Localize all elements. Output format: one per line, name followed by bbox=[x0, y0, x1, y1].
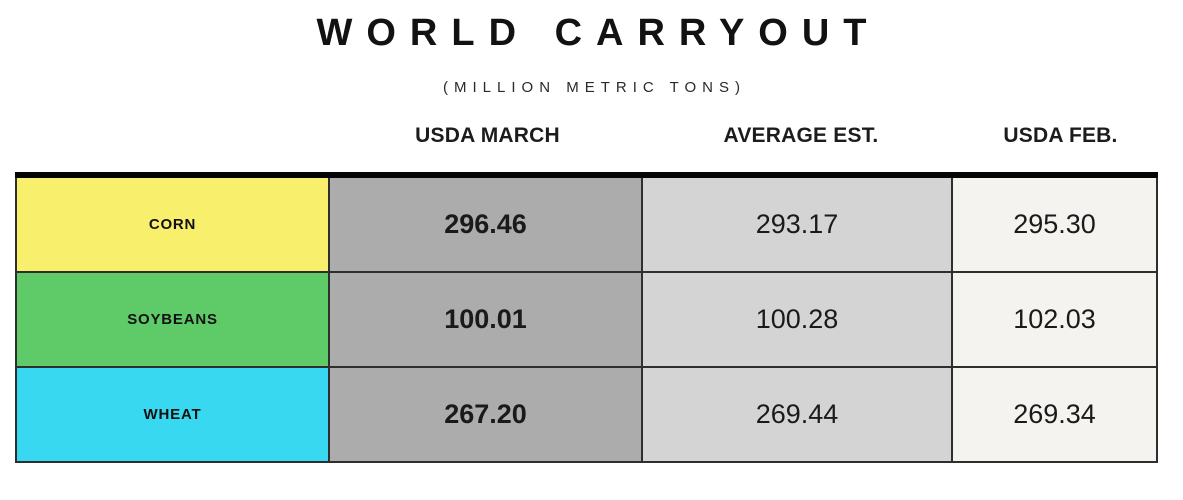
table-row-corn: CORN 296.46 293.17 295.30 bbox=[15, 174, 1158, 273]
value-cell-wheat-usda-march: 267.20 bbox=[328, 366, 643, 463]
column-header-usda-march: USDA MARCH bbox=[415, 124, 560, 147]
page-title: WORLD CARRYOUT bbox=[316, 12, 881, 54]
value-cell-corn-average-est: 293.17 bbox=[641, 174, 953, 273]
column-header-usda-feb: USDA FEB. bbox=[1003, 124, 1118, 147]
value-cell-wheat-usda-feb: 269.34 bbox=[951, 366, 1158, 463]
commodity-cell-wheat: WHEAT bbox=[15, 366, 330, 463]
value-cell-wheat-average-est: 269.44 bbox=[641, 366, 953, 463]
value-cell-soybeans-usda-feb: 102.03 bbox=[951, 271, 1158, 368]
table-row-soybeans: SOYBEANS 100.01 100.28 102.03 bbox=[15, 271, 1158, 368]
value-cell-corn-usda-feb: 295.30 bbox=[951, 174, 1158, 273]
column-header-spacer bbox=[17, 124, 330, 148]
commodity-cell-corn: CORN bbox=[15, 174, 330, 273]
column-header-row: USDA MARCH AVERAGE EST. USDA FEB. bbox=[17, 124, 1183, 148]
table-row-wheat: WHEAT 267.20 269.44 269.34 bbox=[15, 366, 1158, 463]
value-cell-corn-usda-march: 296.46 bbox=[328, 174, 643, 273]
page-subtitle: (MILLION METRIC TONS) bbox=[443, 79, 746, 96]
commodity-cell-soybeans: SOYBEANS bbox=[15, 271, 330, 368]
column-header-average-est: AVERAGE EST. bbox=[723, 124, 879, 147]
value-cell-soybeans-average-est: 100.28 bbox=[641, 271, 953, 368]
carryout-table: CORN 296.46 293.17 295.30 SOYBEANS 100.0… bbox=[15, 172, 1158, 463]
value-cell-soybeans-usda-march: 100.01 bbox=[328, 271, 643, 368]
